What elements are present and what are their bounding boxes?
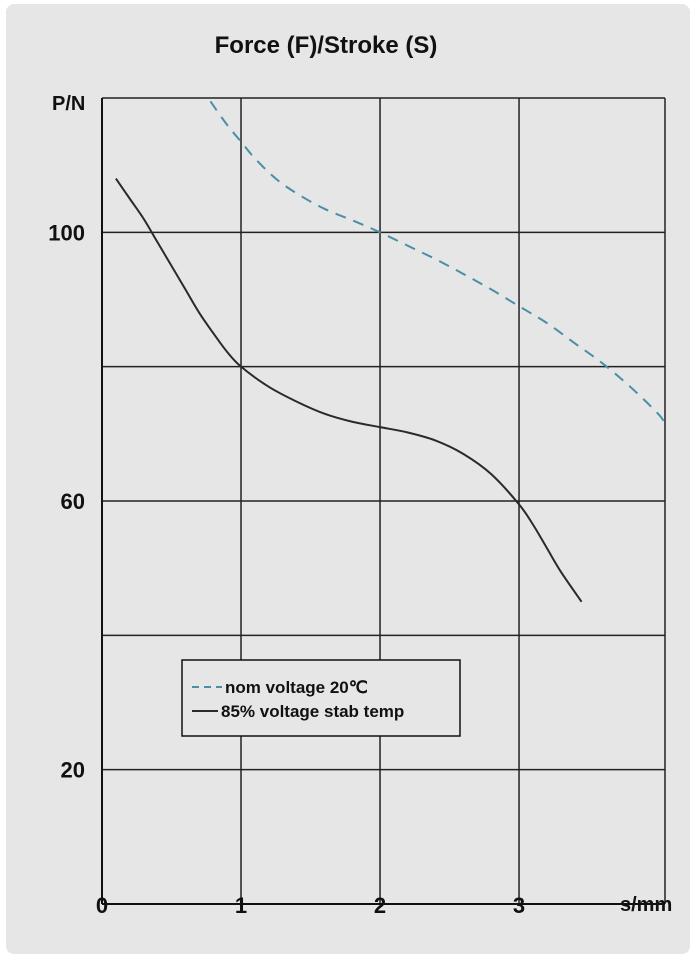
x-tick-label: 3 <box>513 893 525 918</box>
series-line-85-voltage <box>115 178 583 603</box>
x-tick-label: 1 <box>235 893 247 918</box>
x-tick-label: 0 <box>96 893 108 918</box>
x-axis-label: s/mm <box>620 894 672 916</box>
x-tick-label: 2 <box>374 893 386 918</box>
y-tick-label: 60 <box>61 489 85 514</box>
y-tick-label: 100 <box>48 220 85 245</box>
grid <box>101 97 666 905</box>
series-layer <box>115 100 666 603</box>
y-axis-label: P/N <box>52 93 85 115</box>
chart-panel <box>6 4 690 954</box>
series-line-nom-voltage <box>209 100 666 425</box>
legend-label-nom-voltage: nom voltage 20℃ <box>225 678 368 697</box>
legend-box <box>181 659 461 737</box>
legend: nom voltage 20℃ 85% voltage stab temp <box>181 659 461 737</box>
chart-title: Force (F)/Stroke (S) <box>215 32 438 59</box>
y-tick-label: 20 <box>61 758 85 783</box>
legend-label-85-voltage: 85% voltage stab temp <box>221 702 404 721</box>
tick-labels: 0 1 2 3 20 60 100 <box>48 220 525 918</box>
